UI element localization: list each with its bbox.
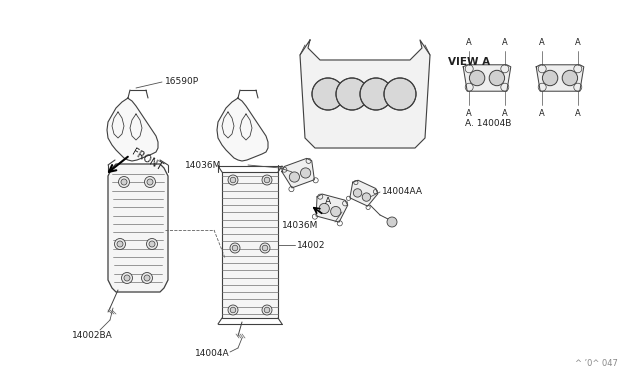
Text: 16590P: 16590P: [165, 77, 199, 87]
Polygon shape: [316, 194, 348, 222]
Circle shape: [543, 70, 558, 86]
Circle shape: [264, 307, 270, 313]
Circle shape: [149, 241, 155, 247]
Circle shape: [387, 217, 397, 227]
Text: VIEW A: VIEW A: [448, 57, 490, 67]
Circle shape: [117, 241, 123, 247]
Text: A. 14004B: A. 14004B: [465, 119, 511, 128]
Circle shape: [230, 307, 236, 313]
Polygon shape: [536, 65, 584, 91]
Text: A: A: [540, 38, 545, 47]
Circle shape: [384, 78, 416, 110]
Circle shape: [141, 273, 152, 283]
Text: A: A: [540, 109, 545, 118]
Circle shape: [319, 203, 330, 214]
Circle shape: [360, 78, 392, 110]
Text: A: A: [467, 38, 472, 47]
Polygon shape: [217, 98, 268, 161]
Text: A: A: [575, 38, 580, 47]
Text: FRONT: FRONT: [129, 147, 163, 172]
Text: A: A: [502, 109, 508, 118]
Circle shape: [562, 70, 578, 86]
Circle shape: [301, 168, 310, 178]
Text: A: A: [325, 198, 331, 206]
Text: 14036M: 14036M: [282, 221, 318, 231]
Text: 14002: 14002: [297, 241, 326, 250]
Polygon shape: [300, 40, 430, 148]
Circle shape: [260, 243, 270, 253]
Circle shape: [144, 275, 150, 281]
Circle shape: [262, 175, 272, 185]
Circle shape: [121, 179, 127, 185]
Circle shape: [230, 177, 236, 183]
Circle shape: [122, 273, 132, 283]
Circle shape: [353, 189, 362, 197]
Circle shape: [262, 305, 272, 315]
Circle shape: [469, 70, 485, 86]
Text: 14036M: 14036M: [185, 160, 221, 170]
Circle shape: [489, 70, 504, 86]
Circle shape: [124, 275, 130, 281]
Circle shape: [115, 238, 125, 250]
Text: A: A: [467, 109, 472, 118]
Text: 14002BA: 14002BA: [72, 330, 113, 340]
Text: ^ ’0^ 047: ^ ’0^ 047: [575, 359, 618, 368]
Polygon shape: [282, 158, 314, 188]
Circle shape: [262, 245, 268, 251]
Circle shape: [331, 206, 341, 217]
Circle shape: [230, 243, 240, 253]
Text: 14004AA: 14004AA: [382, 187, 423, 196]
Polygon shape: [107, 98, 158, 161]
Circle shape: [264, 177, 270, 183]
Circle shape: [147, 179, 153, 185]
Text: 14004A: 14004A: [195, 350, 230, 359]
Text: A: A: [575, 109, 580, 118]
Circle shape: [336, 78, 368, 110]
Text: A: A: [502, 38, 508, 47]
Circle shape: [289, 172, 300, 182]
Circle shape: [312, 78, 344, 110]
Circle shape: [145, 176, 156, 187]
Polygon shape: [463, 65, 511, 91]
Circle shape: [118, 176, 129, 187]
Circle shape: [147, 238, 157, 250]
Circle shape: [228, 175, 238, 185]
Polygon shape: [222, 172, 278, 318]
Polygon shape: [108, 164, 168, 292]
Circle shape: [228, 305, 238, 315]
Circle shape: [232, 245, 238, 251]
Circle shape: [362, 193, 371, 201]
Polygon shape: [350, 180, 378, 206]
